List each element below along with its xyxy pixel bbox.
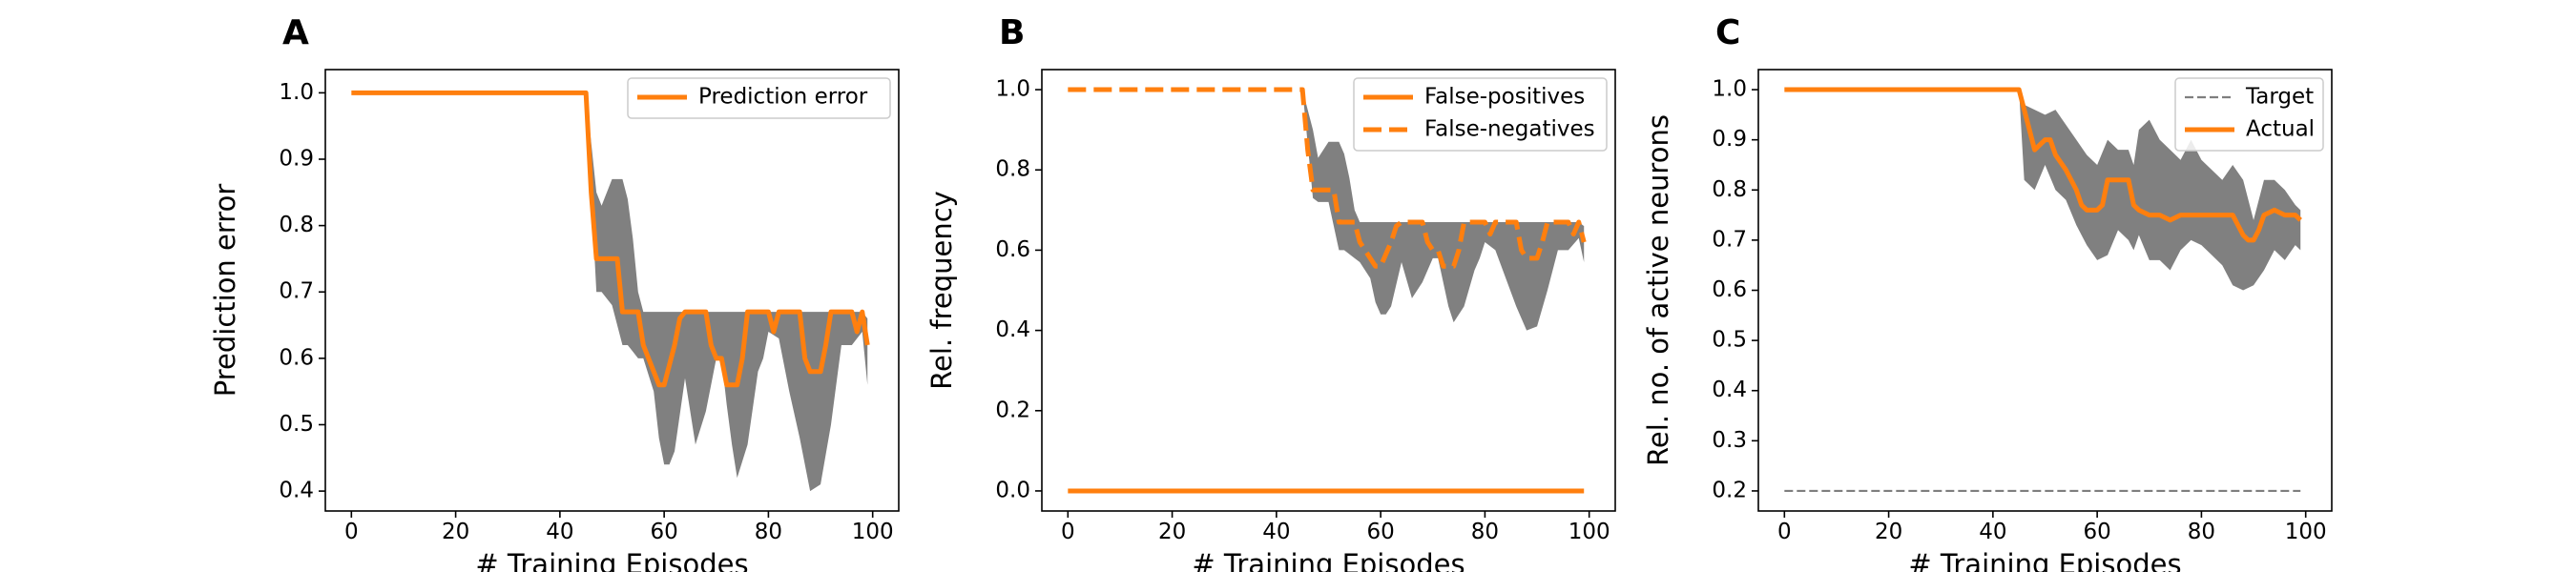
y-tick-label: 0.6 xyxy=(995,237,1030,262)
plot-frame xyxy=(324,69,900,512)
panel-c: C 0 20 40 60 80 100 0.2 0.3 0.4 0.5 0.6 0.7 0.8 0.9 1.0… xyxy=(1642,13,2333,572)
x-axis-label: # Training Episodes xyxy=(1908,548,2181,572)
x-tick-label: 60 xyxy=(2083,520,2110,544)
variance-band xyxy=(586,92,868,492)
y-tick-label: 0.6 xyxy=(279,345,314,370)
y-tick-label: 0.7 xyxy=(279,279,314,304)
y-tick-label: 0.4 xyxy=(279,479,314,503)
y-tick-label: 0.9 xyxy=(279,146,314,171)
x-tick-label: 40 xyxy=(1262,520,1290,544)
legend: Prediction error xyxy=(627,77,891,119)
x-tick-label: 80 xyxy=(1471,520,1499,544)
y-axis-label: Prediction error xyxy=(209,184,241,398)
panel-letter: B xyxy=(999,13,1025,52)
x-tick-label: 20 xyxy=(1875,520,1902,544)
panel-b: B 0 20 40 60 80 100 0.0 0.2 0.4 0.6 0.8 1.0 # Trainin… xyxy=(925,13,1616,572)
legend-label: False-negatives xyxy=(1424,117,1595,142)
legend-box xyxy=(627,77,891,119)
x-axis-label: # Training Episodes xyxy=(475,548,748,572)
x-tick-label: 60 xyxy=(650,520,677,544)
y-tick-label: 0.2 xyxy=(1712,478,1747,502)
x-tick-label: 80 xyxy=(755,520,782,544)
x-tick-label: 40 xyxy=(1979,520,2006,544)
x-tick-label: 100 xyxy=(852,520,894,544)
y-tick-label: 0.2 xyxy=(995,398,1030,422)
y-tick-label: 0.8 xyxy=(1712,177,1747,202)
legend-label: Prediction error xyxy=(698,85,868,110)
y-tick-label: 0.4 xyxy=(995,317,1030,342)
y-tick-label: 0.7 xyxy=(1712,227,1747,252)
x-tick-label: 20 xyxy=(442,520,469,544)
panel-letter: A xyxy=(282,13,309,52)
legend-label: Actual xyxy=(2246,117,2315,142)
x-tick-label: 80 xyxy=(2188,520,2215,544)
variance-band xyxy=(2019,90,2301,291)
legend-label: False-positives xyxy=(1424,85,1585,110)
panel-a: A 0 20 40 60 80 100 0.4 0.5 0.6 0.7 0.8 0.9 1.0 # Trai… xyxy=(209,13,900,572)
y-tick-label: 0.5 xyxy=(279,412,314,437)
legend-label: Target xyxy=(2245,85,2314,110)
x-tick-label: 40 xyxy=(546,520,573,544)
x-tick-label: 100 xyxy=(2285,520,2327,544)
x-tick-label: 20 xyxy=(1158,520,1186,544)
y-tick-label: 0.9 xyxy=(1712,127,1747,152)
legend-box xyxy=(1353,77,1608,152)
y-tick-label: 0.4 xyxy=(1712,378,1747,402)
y-axis-label: Rel. frequency xyxy=(925,191,958,390)
x-tick-label: 0 xyxy=(344,520,359,544)
y-tick-label: 1.0 xyxy=(1712,77,1747,102)
legend: False-positives False-negatives xyxy=(1353,77,1608,152)
x-axis-label: # Training Episodes xyxy=(1192,548,1465,572)
x-tick-label: 60 xyxy=(1366,520,1394,544)
series-line-prediction-error xyxy=(351,90,870,388)
y-tick-label: 0.8 xyxy=(995,157,1030,182)
y-tick-label: 0.3 xyxy=(1712,428,1747,453)
y-axis-label: Rel. no. of active neurons xyxy=(1642,114,1674,466)
legend: Target Actual xyxy=(2174,77,2324,152)
variance-band xyxy=(1302,90,1585,331)
y-tick-label: 0.8 xyxy=(279,213,314,237)
x-tick-label: 0 xyxy=(1061,520,1075,544)
x-tick-label: 100 xyxy=(1568,520,1610,544)
plot-frame xyxy=(1041,69,1616,512)
panel-letter: C xyxy=(1715,13,1740,52)
y-tick-label: 1.0 xyxy=(279,80,314,105)
x-tick-label: 0 xyxy=(1777,520,1792,544)
y-tick-label: 0.5 xyxy=(1712,328,1747,353)
y-tick-label: 0.0 xyxy=(995,478,1030,502)
series-line-false-negatives xyxy=(1068,87,1587,269)
series-line-actual xyxy=(1784,87,2302,243)
y-tick-label: 0.6 xyxy=(1712,277,1747,302)
y-tick-label: 1.0 xyxy=(995,77,1030,102)
